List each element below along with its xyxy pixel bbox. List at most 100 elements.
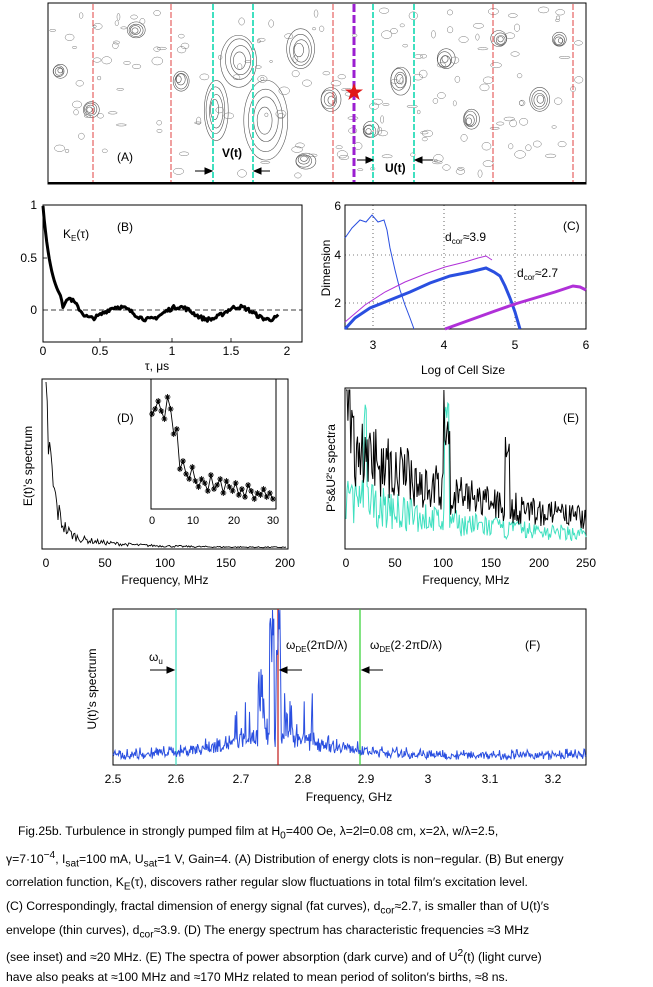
panel-e-xticks: 0 50 100 150 200 250 [343,556,597,570]
panel-b-label: (B) [117,220,133,234]
panel-c-ann1: dcor≈3.9 [445,230,486,246]
svg-text:30: 30 [267,515,279,527]
panel-f-label: (F) [525,638,540,652]
svg-text:5: 5 [512,338,519,352]
svg-text:1.5: 1.5 [223,344,240,358]
omega-de2-arrow [360,666,383,674]
panel-c-yticks: 6 4 2 [334,199,341,310]
svg-text:2: 2 [334,296,341,310]
v-arrows [195,167,270,175]
svg-text:150: 150 [216,556,236,570]
panel-d-xticks: 0 50 100 150 200 [43,556,296,570]
svg-text:250: 250 [576,556,596,570]
svg-text:1: 1 [30,198,37,212]
caption-line-5: envelope (thin curves), dcor≈3.9. (D) Th… [6,922,530,941]
svg-text:0: 0 [40,344,47,358]
svg-text:4: 4 [334,248,341,262]
caption-line-1: Fig.25b. Turbulence in strongly pumped f… [18,824,499,842]
svg-text:0: 0 [343,556,350,570]
u2-spectrum-curve [345,401,587,542]
correlation-curve [41,205,280,323]
svg-text:3: 3 [425,772,432,786]
u-arrows [357,156,433,164]
svg-text:2.9: 2.9 [358,772,375,786]
figure-caption: Fig.25b. Turbulence in strongly pumped f… [6,822,648,987]
energy-spectrum-curve [45,381,287,549]
v-label: V(t) [222,146,242,160]
svg-text:3.1: 3.1 [482,772,499,786]
panel-d: (D) 0 10 20 30 0 50 100 150 200 E(t)'s s… [21,378,296,587]
inset-curve [151,396,274,501]
svg-text:1: 1 [169,344,176,358]
panel-c-ann2: dcor≈2.7 [517,266,558,282]
caption-line-2: γ=7·10−4, Isat=100 mA, Usat=1 V, Gain=4.… [6,849,564,870]
caption-line-7: have also peaks at ≈100 MHz and ≈170 MHz… [6,969,508,984]
panel-f-xticks: 2.5 2.6 2.7 2.8 2.9 3 3.1 3.2 [105,772,562,786]
inset-xticks: 0 10 20 30 [149,515,279,527]
svg-text:0: 0 [149,515,155,527]
svg-text:0.5: 0.5 [20,251,37,265]
star-marker-icon [345,83,363,100]
u-label: U(t) [385,161,406,175]
svg-text:4: 4 [441,338,448,352]
thin-curve-purple [344,255,493,323]
panel-b-legend: KE(τ) [63,227,89,243]
panel-c: (C) dcor≈3.9 dcor≈2.7 6 4 2 3 4 5 6 Dime… [319,199,590,377]
panel-a-label: (A) [117,150,133,164]
omega-u-arrow [150,666,176,674]
svg-text:2.5: 2.5 [105,772,122,786]
omega-de1-label: ωDE(2πD/λ) [286,638,347,654]
panel-e-xlabel: Frequency, MHz [422,573,509,587]
svg-text:6: 6 [583,338,590,352]
panel-b-xlabel: τ, μs [145,359,169,373]
panel-c-xlabel: Log of Cell Size [421,363,505,377]
panel-e-ylabel: P's&U²'s spectra [324,424,338,512]
svg-text:2: 2 [284,344,291,358]
figure: (A) V(t) U(t) (B) KE(τ) 1 0.5 0 0 0.5 1 … [20,2,597,804]
panel-b: (B) KE(τ) 1 0.5 0 0 0.5 1 1.5 2 τ, μs [20,198,303,373]
panel-f-xlabel: Frequency, GHz [306,790,392,804]
caption-line-6: (see inset) and ≈20 MHz. (E) The spectra… [6,948,542,965]
panel-d-ylabel: E(t)'s spectrum [21,426,35,506]
omega-de2-label: ωDE(2·2πD/λ) [370,638,442,654]
fat-curve-blue [343,266,522,331]
svg-text:200: 200 [275,556,295,570]
panel-e-label: (E) [563,411,579,425]
caption-line-3: correlation function, KE(τ), discovers r… [6,875,528,893]
thin-curve-blue [344,214,415,330]
svg-text:50: 50 [388,556,402,570]
svg-text:20: 20 [228,515,240,527]
svg-text:10: 10 [187,515,199,527]
u-spectrum-curve [112,609,587,761]
svg-text:2.8: 2.8 [295,772,312,786]
svg-text:100: 100 [155,556,175,570]
panel-f: ωu ωDE(2πD/λ) ωDE(2·2πD/λ) (F) 2.5 2.6 2… [85,608,587,804]
panel-d-label: (D) [117,411,134,425]
panel-c-label: (C) [563,219,580,233]
panel-a: (A) V(t) U(t) [47,2,587,185]
svg-text:2.7: 2.7 [233,772,250,786]
power-absorption-curve [346,389,587,529]
svg-text:100: 100 [433,556,453,570]
svg-text:50: 50 [98,556,112,570]
panel-f-ylabel: U(t)'s spectrum [85,649,99,730]
svg-text:6: 6 [334,199,341,213]
svg-text:200: 200 [529,556,549,570]
fat-curve-purple [444,284,587,331]
panel-a-frame [47,2,587,185]
svg-text:0: 0 [43,556,50,570]
svg-text:2.6: 2.6 [168,772,185,786]
svg-text:3.2: 3.2 [545,772,562,786]
omega-u-label: ωu [149,650,163,666]
svg-text:0.5: 0.5 [92,344,109,358]
panel-b-xticks: 0 0.5 1 1.5 2 [40,344,291,358]
svg-text:0: 0 [30,303,37,317]
panel-c-xticks: 3 4 5 6 [370,338,590,352]
omega-de1-arrow [278,666,302,674]
inset-markers [149,394,276,502]
panel-c-ylabel: Dimension [319,240,333,297]
panel-e: (E) 0 50 100 150 200 250 P's&U²'s spectr… [324,387,597,587]
svg-text:3: 3 [370,338,377,352]
panel-b-yticks: 1 0.5 0 [20,198,37,317]
caption-line-4: (C) Correspondingly, fractal dimension o… [6,898,550,917]
